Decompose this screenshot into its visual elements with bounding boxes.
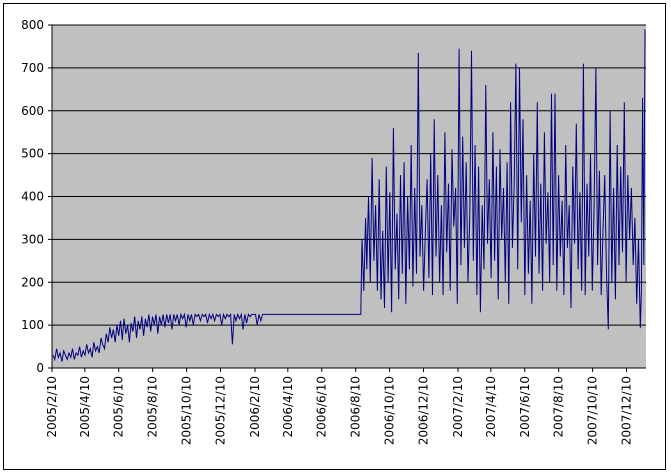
x-tick-label: 2005/4/10 xyxy=(78,376,92,438)
x-tick-label: 2005/2/10 xyxy=(45,376,59,438)
y-tick-label: 700 xyxy=(21,61,44,75)
x-tick-label: 2006/4/10 xyxy=(281,376,295,438)
x-tick-label: 2005/10/10 xyxy=(180,376,194,445)
y-tick-label: 200 xyxy=(21,275,44,289)
x-tick-label: 2005/12/10 xyxy=(214,376,228,445)
x-tick-label: 2007/12/10 xyxy=(620,376,634,445)
x-tick-label: 2005/8/10 xyxy=(146,376,160,438)
y-tick-label: 100 xyxy=(21,318,44,332)
series-line xyxy=(52,29,646,362)
x-tick-label: 2006/2/10 xyxy=(248,376,262,438)
x-tick-label: 2007/10/10 xyxy=(586,376,600,445)
gridlines xyxy=(52,24,646,326)
x-tick-label: 2007/8/10 xyxy=(552,376,566,438)
y-tick-label: 500 xyxy=(21,147,44,161)
y-tick-label: 0 xyxy=(36,361,44,375)
y-tick-label: 300 xyxy=(21,232,44,246)
x-axis-tick-labels: 2005/2/10 2005/4/10 2005/6/10 2005/8/10 2005… xyxy=(45,368,634,445)
x-tick-label: 2006/8/10 xyxy=(349,376,363,438)
y-axis-tick-labels: 0 100 200 300 400 500 600 700 800 xyxy=(21,18,52,375)
y-tick-label: 600 xyxy=(21,104,44,118)
x-tick-label: 2006/12/10 xyxy=(417,376,431,445)
x-tick-label: 2006/6/10 xyxy=(315,376,329,438)
x-tick-label: 2007/6/10 xyxy=(518,376,532,438)
y-tick-label: 800 xyxy=(21,18,44,32)
x-tick-label: 2006/10/10 xyxy=(383,376,397,445)
y-tick-label: 400 xyxy=(21,190,44,204)
x-tick-label: 2007/2/10 xyxy=(451,376,465,438)
x-tick-label: 2005/6/10 xyxy=(112,376,126,438)
x-tick-label: 2007/4/10 xyxy=(484,376,498,438)
